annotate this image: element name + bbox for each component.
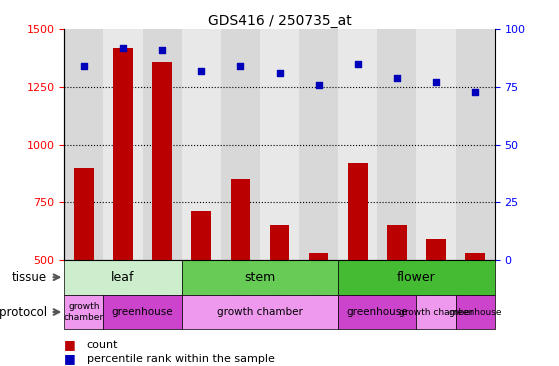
Text: growth protocol: growth protocol	[0, 306, 46, 318]
Point	[79, 63, 88, 69]
Point	[275, 70, 284, 76]
Bar	[64, 260, 182, 295]
Bar	[64, 29, 103, 260]
Bar	[299, 29, 338, 260]
Bar	[260, 29, 299, 260]
Bar	[103, 29, 143, 260]
Point	[353, 61, 362, 67]
Bar	[416, 295, 456, 329]
Bar	[416, 29, 456, 260]
Bar	[466, 253, 485, 260]
Point	[314, 82, 323, 87]
Text: growth chamber: growth chamber	[217, 307, 303, 317]
Bar	[182, 29, 221, 260]
Bar	[456, 295, 495, 329]
Bar	[309, 253, 329, 260]
Text: ■: ■	[64, 338, 80, 351]
Bar	[143, 29, 182, 260]
Text: growth chamber: growth chamber	[399, 307, 473, 317]
Bar	[113, 48, 133, 260]
Text: leaf: leaf	[111, 271, 135, 284]
Bar	[182, 260, 338, 295]
Bar	[64, 295, 103, 329]
Bar	[182, 295, 338, 329]
Bar	[152, 61, 172, 260]
Text: tissue: tissue	[12, 271, 46, 284]
Bar	[338, 260, 495, 295]
Bar	[74, 168, 93, 260]
Bar	[338, 295, 416, 329]
Bar	[103, 295, 182, 329]
Text: ■: ■	[64, 352, 80, 365]
Bar	[192, 212, 211, 260]
Bar	[387, 225, 407, 260]
Text: greenhouse: greenhouse	[448, 307, 502, 317]
Text: greenhouse: greenhouse	[347, 307, 408, 317]
Text: stem: stem	[244, 271, 276, 284]
Bar	[231, 179, 250, 260]
Text: count: count	[87, 340, 118, 350]
Point	[432, 79, 440, 85]
Bar	[377, 29, 416, 260]
Point	[197, 68, 206, 74]
Point	[119, 45, 127, 51]
Bar	[221, 29, 260, 260]
Bar	[270, 225, 290, 260]
Text: growth
chamber: growth chamber	[64, 302, 104, 322]
Title: GDS416 / 250735_at: GDS416 / 250735_at	[207, 14, 352, 28]
Point	[392, 75, 401, 81]
Bar	[427, 239, 446, 260]
Text: greenhouse: greenhouse	[112, 307, 173, 317]
Bar	[348, 163, 368, 260]
Point	[158, 47, 167, 53]
Text: percentile rank within the sample: percentile rank within the sample	[87, 354, 274, 364]
Bar	[338, 29, 377, 260]
Text: flower: flower	[397, 271, 436, 284]
Point	[236, 63, 245, 69]
Bar	[456, 29, 495, 260]
Point	[471, 89, 480, 94]
